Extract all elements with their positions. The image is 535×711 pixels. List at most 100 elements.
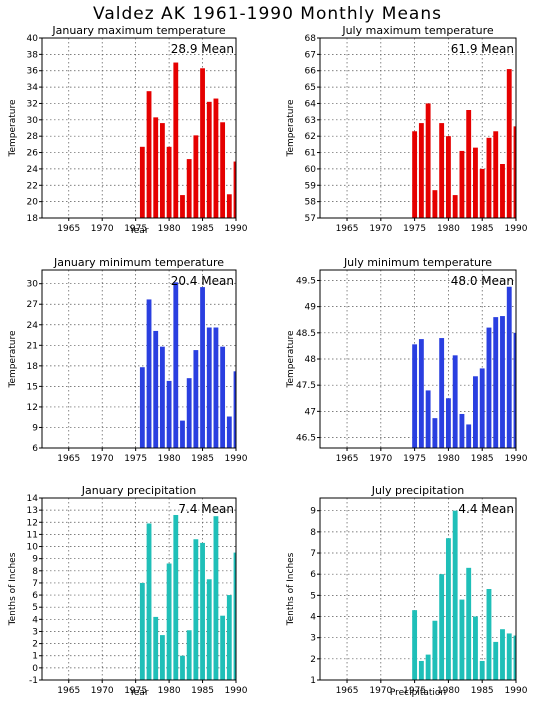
- mean-annotation: 28.9 Mean: [171, 42, 234, 56]
- y-tick-label: 67: [305, 50, 316, 60]
- y-tick-label: 46.5: [296, 434, 316, 444]
- panel-title: July maximum temperature: [341, 24, 494, 37]
- bar-1987: [493, 641, 499, 680]
- plot-frame: [41, 37, 237, 219]
- x-tick-label: 1980: [437, 224, 460, 234]
- bar-1978: [432, 620, 438, 680]
- bar-1990: [513, 332, 516, 448]
- mean-annotation: 7.4 Mean: [178, 502, 234, 516]
- y-tick-label: 4: [32, 615, 38, 625]
- x-tick-label: 1990: [225, 686, 248, 696]
- bar-1984: [193, 135, 199, 218]
- x-axis-label: Year: [128, 688, 148, 698]
- bar-1982: [180, 420, 185, 448]
- bar-1988: [500, 629, 505, 680]
- x-tick-label: 1985: [191, 224, 214, 234]
- x-tick-label: 1970: [369, 224, 392, 234]
- bar-1985: [479, 368, 485, 448]
- y-tick-label: 2: [310, 655, 316, 665]
- bar-1975: [412, 610, 418, 680]
- bar-1983: [466, 567, 472, 680]
- y-tick-label: 9: [32, 423, 38, 433]
- y-tick-label: 64: [305, 99, 317, 109]
- mean-annotation: 20.4 Mean: [171, 274, 234, 288]
- bar-1989: [506, 69, 512, 218]
- bar-1990: [233, 371, 236, 448]
- plot-frame: [319, 497, 517, 681]
- y-axis-label: Temperature: [286, 99, 296, 157]
- bar-1984: [473, 147, 478, 218]
- bar-1989: [226, 595, 232, 680]
- bar-1977: [146, 523, 152, 680]
- y-tick-label: 12: [27, 403, 38, 413]
- bar-1981: [173, 62, 179, 218]
- x-tick-label: 1965: [336, 454, 359, 464]
- bar-1983: [466, 110, 472, 218]
- bar-1977: [425, 390, 431, 448]
- chart-panel-5: 1965 1970 1975 1980 1985 1990-101234567891011…: [8, 484, 248, 698]
- bar-1989: [226, 416, 232, 448]
- y-tick-label: 8: [32, 567, 38, 577]
- bar-1979: [160, 635, 165, 680]
- bar-1984: [193, 350, 199, 448]
- y-tick-label: 15: [27, 382, 38, 392]
- bar-1976: [418, 123, 424, 218]
- y-tick-label: 60: [305, 165, 317, 175]
- x-tick-label: 1965: [336, 224, 359, 234]
- x-tick-label: 1975: [403, 686, 426, 696]
- y-tick-label: 30: [27, 280, 39, 290]
- y-axis-label: Temperature: [8, 99, 18, 157]
- y-axis-label: Temperature: [286, 330, 296, 388]
- bar-1984: [473, 376, 478, 448]
- y-tick-label: 3: [32, 627, 38, 637]
- panel-title: July precipitation: [371, 484, 465, 497]
- bar-1984: [473, 616, 478, 680]
- bar-1986: [206, 579, 212, 680]
- bar-1990: [233, 552, 236, 680]
- y-tick-label: 9: [32, 555, 38, 565]
- bar-1988: [220, 122, 226, 218]
- y-axis-label: Tenths of Inches: [286, 552, 296, 626]
- x-tick-label: 1990: [505, 454, 528, 464]
- bar-1977: [146, 91, 152, 218]
- bar-1986: [486, 327, 492, 448]
- chart-panel-3: 1965 1970 1975 1980 1985 1990 6 9 12 15 18 21 24 27 30…: [8, 256, 248, 464]
- bar-1979: [160, 123, 165, 218]
- x-tick-label: 1970: [91, 686, 114, 696]
- mean-annotation: 61.9 Mean: [451, 42, 514, 56]
- y-tick-label: 24: [27, 321, 39, 331]
- bar-1989: [506, 633, 512, 680]
- bar-1983: [466, 424, 472, 448]
- bar-1988: [500, 164, 505, 218]
- x-tick-label: 1980: [158, 224, 181, 234]
- y-tick-label: 20: [27, 198, 39, 208]
- x-tick-label: 1975: [403, 224, 426, 234]
- bar-1978: [153, 330, 159, 448]
- bar-1990: [513, 635, 516, 680]
- bar-1981: [452, 510, 458, 680]
- y-tick-label: 7: [310, 549, 316, 559]
- bar-1976: [139, 146, 145, 218]
- y-tick-label: 8: [310, 528, 316, 538]
- bar-1976: [139, 582, 145, 680]
- bar-1990: [513, 126, 516, 218]
- y-tick-label: 68: [305, 34, 317, 44]
- bar-1977: [425, 654, 431, 680]
- x-axis-label: Year: [128, 226, 148, 236]
- bar-1985: [479, 660, 485, 680]
- bar-1987: [493, 131, 499, 218]
- x-tick-label: 1990: [225, 224, 248, 234]
- bar-1979: [160, 346, 165, 448]
- x-tick-label: 1965: [57, 224, 80, 234]
- y-tick-label: 63: [305, 116, 316, 126]
- bar-1979: [439, 338, 445, 448]
- bar-1980: [166, 563, 172, 680]
- y-tick-label: 6: [32, 591, 38, 601]
- bar-1983: [186, 378, 192, 448]
- bar-1978: [432, 190, 438, 218]
- bar-1986: [486, 137, 492, 218]
- chart-panel-6: 1965 1970 1975 1980 1985 1990 1 2 3 4 5 6 7 8 9 July pr…: [286, 484, 528, 698]
- chart-panel-4: 1965 1970 1975 1980 1985 1990 46.5 47 47.5 48 48.5…: [286, 256, 528, 464]
- x-tick-label: 1990: [505, 686, 528, 696]
